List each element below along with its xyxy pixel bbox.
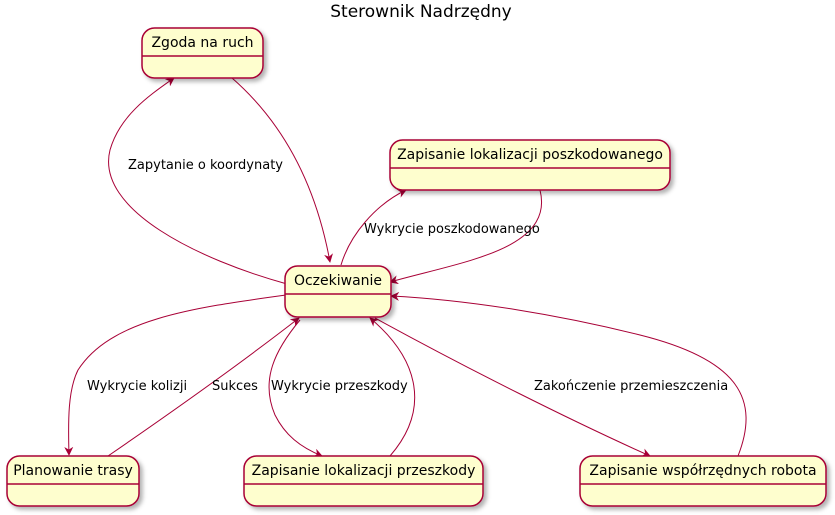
edge-zapis-przeszkody-to-oczekiwanie <box>369 317 416 457</box>
edge-oczekiwanie-to-zapis-przeszkody <box>268 319 323 458</box>
edge-oczekiwanie-to-zapis-poszkodowanego <box>340 189 407 266</box>
edge-label-wykrycie-kolizji: Wykrycie kolizji <box>87 379 187 394</box>
edge-label-wykrycie-przeszkody: Wykrycie przeszkody <box>271 379 408 394</box>
state-label-zgoda: Zgoda na ruch <box>151 35 253 51</box>
state-zapisanie-wspolrzednych-robota <box>579 455 827 507</box>
edge-oczekiwanie-to-zapis-robota <box>374 317 651 457</box>
edge-zapis-poszkodowanego-to-oczekiwanie <box>389 189 543 285</box>
edge-label-zapytanie: Zapytanie o koordynaty <box>128 158 283 173</box>
edge-zgoda-to-oczekiwanie <box>231 77 333 263</box>
state-label-planowanie: Planowanie trasy <box>13 463 133 479</box>
edge-oczekiwanie-to-zgoda <box>108 77 288 285</box>
state-label-zapis-poszkodowanego: Zapisanie lokalizacji poszkodowanego <box>397 147 663 163</box>
edge-label-wykrycie-poszkodowanego: Wykrycie poszkodowanego <box>364 222 540 237</box>
state-label-zapis-przeszkody: Zapisanie lokalizacji przeszkody <box>252 463 476 479</box>
diagram-title: Sterownik Nadrzędny <box>330 2 512 22</box>
edge-oczekiwanie-to-planowanie <box>64 294 287 456</box>
state-zapisanie-lokalizacji-poszkodowanego <box>389 139 671 191</box>
state-planowanie-trasy <box>6 455 140 507</box>
edge-label-sukces: Sukces <box>212 379 258 394</box>
edge-zapis-robota-to-oczekiwanie <box>390 291 747 457</box>
state-oczekiwanie <box>284 265 392 318</box>
edge-planowanie-to-oczekiwanie <box>107 317 300 457</box>
state-zapisanie-lokalizacji-przeszkody <box>243 455 484 507</box>
state-zgoda-na-ruch <box>141 27 264 79</box>
edge-label-zakonczenie: Zakończenie przemieszczenia <box>534 379 728 394</box>
state-label-oczekiwanie: Oczekiwanie <box>294 273 382 289</box>
state-label-zapis-robota: Zapisanie współrzędnych robota <box>589 463 816 479</box>
